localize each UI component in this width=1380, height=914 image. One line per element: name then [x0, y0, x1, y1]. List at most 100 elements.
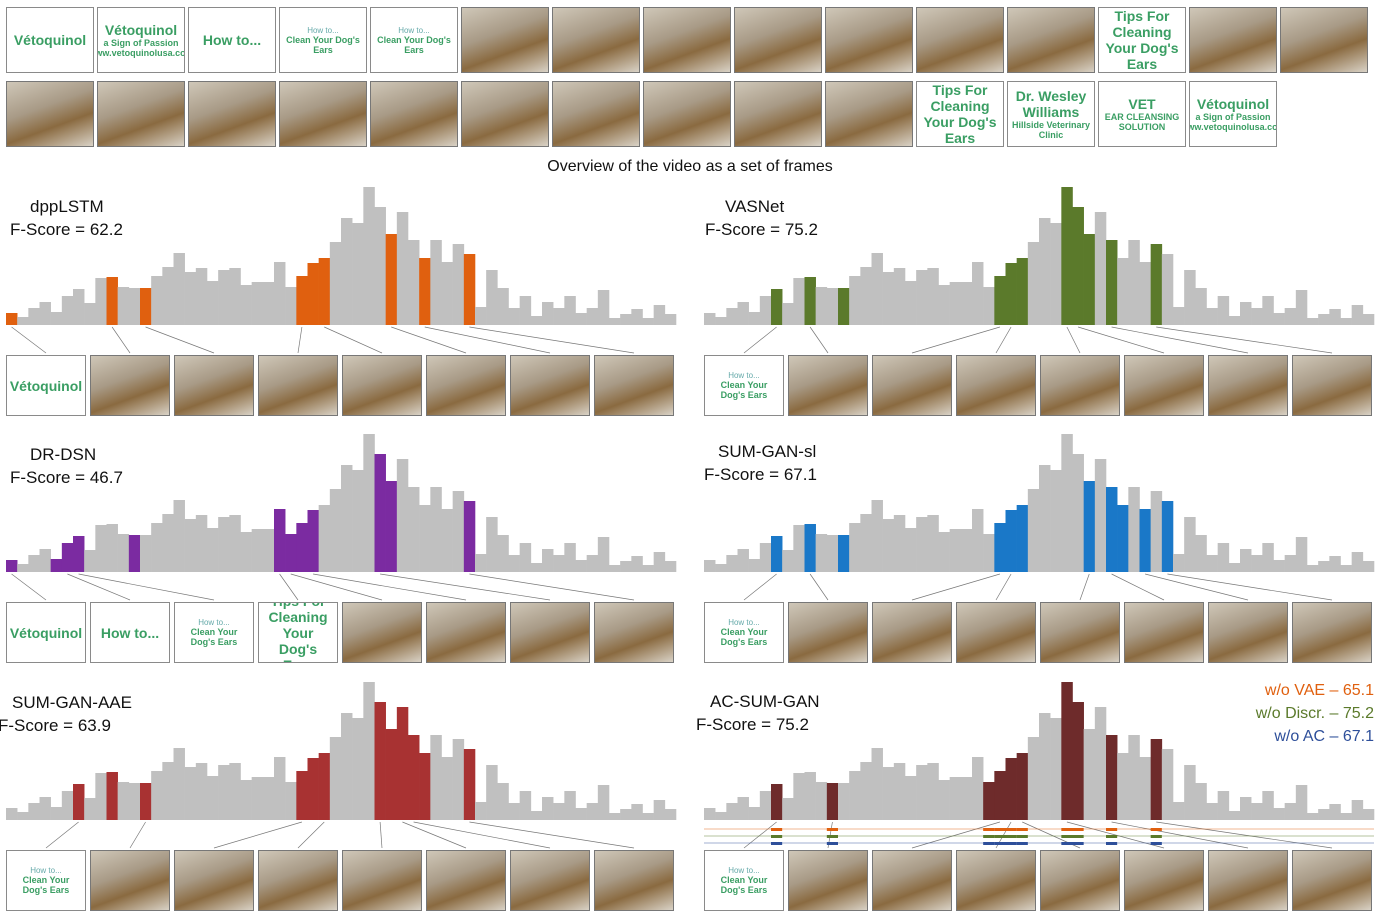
- text-frame: Tips For Cleaning Your Dog's Ears: [1098, 7, 1186, 73]
- video-frame: [872, 850, 952, 911]
- bar: [737, 797, 749, 820]
- selected-bar: [1106, 240, 1118, 325]
- bar: [285, 782, 297, 820]
- bar: [95, 773, 107, 820]
- bar: [352, 223, 364, 325]
- arrow: [1156, 326, 1333, 354]
- video-frame: [552, 7, 640, 73]
- bar: [486, 765, 498, 820]
- frame-text: Clean Your Dog's Ears: [377, 34, 451, 55]
- video-frame: [594, 602, 674, 663]
- selected-bar: [771, 289, 783, 325]
- arrow: [995, 326, 1012, 354]
- bar: [653, 800, 666, 820]
- bar: [564, 296, 576, 325]
- bar: [84, 303, 96, 325]
- frame-text: www.vetoquinolusa.com: [98, 48, 184, 58]
- ablation-tick: [826, 828, 838, 831]
- bar: [882, 272, 895, 325]
- bar: [452, 739, 465, 820]
- text-frame: How to... Clean Your Dog's Ears: [370, 7, 458, 73]
- arrow: [1156, 821, 1333, 849]
- bar: [815, 534, 828, 572]
- frame-text: Vétoquinol: [104, 22, 178, 38]
- video-frame: [97, 81, 185, 147]
- text-frame: How to... Clean Your Dog's Ears: [174, 602, 254, 663]
- arrow: [145, 326, 215, 354]
- bar: [1094, 707, 1107, 820]
- bar: [1094, 212, 1107, 325]
- selected-bar: [771, 536, 783, 572]
- ablation-tick: [1061, 828, 1073, 831]
- bar: [6, 808, 18, 820]
- arrow: [45, 821, 79, 849]
- frame-text: Clean Your Dog's Ears: [720, 875, 768, 895]
- bar: [838, 783, 850, 820]
- bar: [871, 253, 883, 325]
- frame-text: www.vetoquinolusa.com: [1190, 122, 1276, 132]
- bar: [905, 776, 917, 820]
- text-frame: Vétoquinol: [6, 355, 86, 416]
- bar: [849, 523, 861, 572]
- arrow: [1079, 573, 1090, 601]
- bar: [1251, 555, 1263, 572]
- bar: [1228, 811, 1241, 820]
- bar: [715, 317, 727, 325]
- bar: [28, 308, 40, 325]
- video-frame: [188, 81, 276, 147]
- ablation-tick: [1106, 835, 1118, 838]
- selected-bar: [463, 254, 476, 325]
- bar: [586, 308, 599, 325]
- video-frame: [1124, 355, 1204, 416]
- text-frame: How to... Clean Your Dog's Ears: [704, 602, 784, 663]
- video-frame: [1292, 602, 1372, 663]
- panel-title: dppLSTM: [30, 197, 104, 216]
- caption: Overview of the video as a set of frames: [547, 158, 833, 175]
- bar: [1027, 737, 1040, 820]
- bar: [151, 276, 163, 325]
- frame-text: How to...: [307, 25, 339, 35]
- video-frame: [1208, 355, 1288, 416]
- selected-bar: [1061, 187, 1073, 325]
- panel-title: SUM-GAN-sl: [718, 442, 816, 461]
- bar: [39, 797, 51, 820]
- bar: [408, 240, 420, 325]
- bar: [553, 308, 565, 325]
- ablation-tick: [1005, 842, 1017, 845]
- bar: [748, 312, 761, 325]
- arrow: [324, 326, 383, 354]
- bar: [927, 268, 939, 325]
- bar: [396, 212, 409, 325]
- bar: [229, 515, 241, 572]
- bar: [61, 296, 74, 325]
- bar: [17, 564, 29, 572]
- selected-bar: [106, 277, 118, 325]
- arrow: [995, 573, 1012, 601]
- video-frame: [872, 602, 952, 663]
- arrow: [469, 326, 635, 354]
- bar: [1340, 813, 1352, 820]
- bar: [1318, 809, 1330, 820]
- selected-bar: [1005, 263, 1017, 325]
- bar: [475, 307, 487, 325]
- bar: [542, 302, 554, 325]
- bar: [374, 207, 386, 325]
- bar: [229, 763, 241, 820]
- video-frame: [1124, 850, 1204, 911]
- bar: [262, 777, 275, 820]
- bar: [715, 812, 727, 820]
- bar: [95, 525, 107, 572]
- video-frame: [174, 850, 254, 911]
- frame-text: Hillside Veterinary Clinic: [1011, 120, 1091, 140]
- bar: [1039, 218, 1051, 325]
- bar: [1228, 563, 1241, 572]
- bar: [106, 524, 118, 572]
- bar: [620, 314, 632, 325]
- bar: [218, 765, 230, 820]
- frame-text: How to...: [728, 866, 760, 875]
- selected-bar: [296, 771, 308, 820]
- video-frame: [510, 850, 590, 911]
- panel-title: SUM-GAN-AAE: [12, 693, 132, 712]
- bar: [1284, 803, 1297, 820]
- selected-bar: [463, 749, 476, 820]
